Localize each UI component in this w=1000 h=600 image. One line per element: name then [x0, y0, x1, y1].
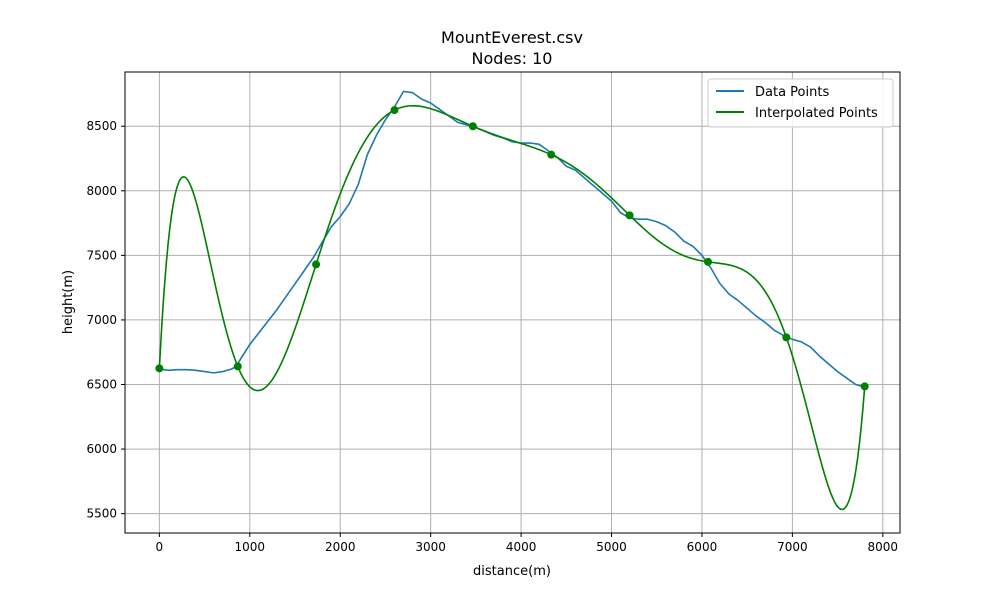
chart-subtitle: Nodes: 10 [472, 49, 553, 68]
x-tick-label: 7000 [777, 540, 808, 554]
series-line-interpolated-points [158, 104, 866, 511]
interpolation-node-point [625, 211, 634, 220]
interpolation-node-point [312, 260, 321, 269]
grid-lines [125, 72, 900, 533]
y-tick-label: 5500 [86, 507, 117, 521]
x-tick-label: 4000 [506, 540, 537, 554]
legend-label-interpolated-points: Interpolated Points [755, 106, 878, 121]
plot-series [155, 90, 869, 511]
interpolation-node-point [155, 364, 164, 373]
interpolation-node-point [547, 150, 556, 159]
y-axis-label: height(m) [61, 270, 76, 334]
series-line-data-points [159, 90, 865, 388]
legend-label-data-points: Data Points [755, 85, 829, 100]
x-tick-label: 8000 [868, 540, 899, 554]
x-tick-label: 5000 [596, 540, 627, 554]
y-tick-label: 7500 [86, 248, 117, 262]
interpolation-node-point [233, 362, 242, 371]
y-tick-label: 8000 [86, 184, 117, 198]
x-axis-label: distance(m) [473, 564, 551, 579]
interpolation-node-point [390, 106, 399, 115]
chart-title: MountEverest.csv [441, 28, 583, 47]
axis-ticks: 0 1000 2000 3000 4000 5000 6000 7000 8000 5500 600… [86, 119, 898, 554]
x-tick-label: 3000 [415, 540, 446, 554]
interpolation-node-point [782, 333, 791, 342]
y-tick-label: 6000 [86, 442, 117, 456]
interpolation-node-point [468, 122, 477, 131]
y-tick-label: 8500 [86, 119, 117, 133]
y-tick-label: 7000 [86, 313, 117, 327]
x-tick-label: 0 [156, 540, 164, 554]
x-tick-label: 1000 [235, 540, 266, 554]
legend: Data Points Interpolated Points [707, 78, 894, 128]
x-tick-label: 6000 [687, 540, 718, 554]
legend-box [707, 78, 894, 128]
interpolation-node-point [860, 382, 869, 391]
interpolation-node-point [704, 257, 713, 266]
plot-frame [124, 71, 901, 534]
y-tick-label: 6500 [86, 377, 117, 391]
x-tick-label: 2000 [325, 540, 356, 554]
